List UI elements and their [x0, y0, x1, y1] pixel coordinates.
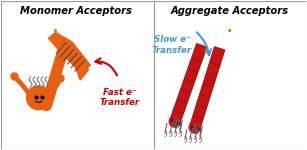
Circle shape	[27, 86, 50, 110]
Text: Slow e⁻
Transfer: Slow e⁻ Transfer	[152, 35, 192, 55]
Polygon shape	[49, 32, 90, 72]
Circle shape	[189, 122, 201, 134]
Text: Aggregate Acceptors: Aggregate Acceptors	[171, 6, 289, 16]
Circle shape	[169, 116, 181, 128]
Polygon shape	[170, 44, 207, 123]
Text: Fast e⁻
Transfer: Fast e⁻ Transfer	[100, 88, 140, 107]
Text: Monomer Acceptors: Monomer Acceptors	[20, 6, 132, 16]
Polygon shape	[190, 47, 225, 129]
Polygon shape	[50, 35, 88, 80]
